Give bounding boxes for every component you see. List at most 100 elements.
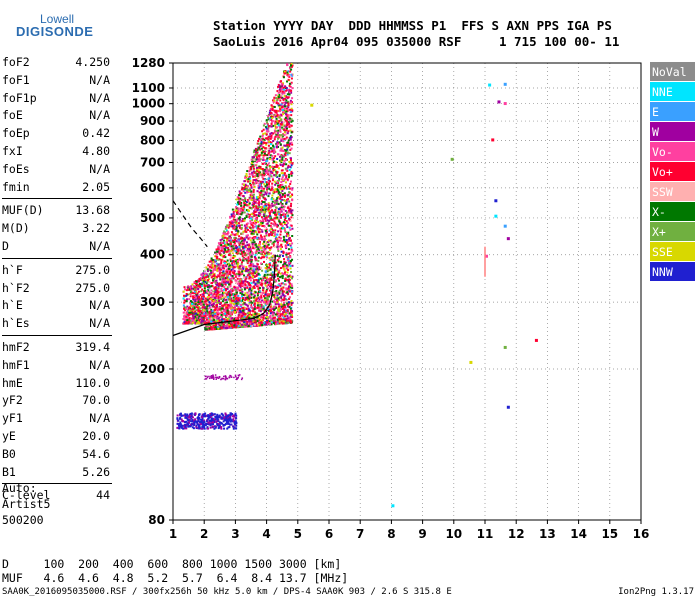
echo-point (208, 302, 211, 305)
echo-point (274, 183, 277, 186)
echo-point (279, 267, 282, 270)
echo-point (242, 183, 245, 186)
echo-point (242, 317, 245, 320)
param-key: B1 (2, 464, 16, 479)
echo-point (192, 298, 195, 301)
echo-point (234, 255, 237, 258)
echo-point (263, 172, 266, 175)
echo-point (288, 90, 291, 93)
echo-point (204, 306, 207, 309)
echo-point (282, 101, 285, 104)
echo-point (242, 293, 245, 296)
echo-point (283, 298, 286, 301)
echo-point (262, 128, 265, 131)
echo-point (211, 298, 214, 301)
echo-point (287, 262, 290, 265)
echo-point (275, 212, 278, 215)
echo-point (249, 184, 252, 187)
echo-point (205, 276, 208, 279)
echo-point (266, 302, 269, 305)
echo-point (265, 228, 268, 231)
echo-point (211, 304, 214, 307)
echo-point (193, 288, 196, 291)
echo-point (245, 316, 248, 319)
echo-point (289, 244, 292, 247)
echo-point (268, 149, 271, 152)
echo-point (280, 87, 283, 90)
echo-point (263, 225, 266, 228)
echo-point (223, 283, 226, 286)
echo-point (238, 321, 241, 324)
echo-point (291, 290, 294, 293)
echo-point (283, 271, 286, 274)
echo-point (284, 278, 287, 281)
echo-point (268, 158, 271, 161)
echo-point (240, 221, 243, 224)
echo-point (257, 297, 260, 300)
echo-point (226, 249, 229, 252)
echo-point (277, 299, 280, 302)
echo-point (211, 300, 214, 303)
echo-point (277, 303, 280, 306)
echo-point (273, 307, 276, 310)
echo-point (217, 267, 220, 270)
echo-point (237, 211, 240, 214)
echo-point (242, 310, 245, 313)
echo-point (185, 313, 188, 316)
echo-point (251, 237, 254, 240)
echo-point (258, 146, 261, 149)
echo-point (263, 197, 266, 200)
echo-point (213, 319, 216, 322)
echo-point (274, 261, 277, 264)
param-key: foE (2, 108, 23, 123)
echo-point (290, 118, 293, 121)
echo-point (221, 315, 224, 318)
echo-point (277, 271, 280, 274)
echo-point (285, 201, 288, 204)
param-value: N/A (89, 161, 110, 176)
echo-point (272, 243, 275, 246)
echo-point (262, 156, 265, 159)
echo-point (218, 246, 221, 249)
echo-point (282, 250, 285, 253)
echo-point (245, 308, 248, 311)
echo-point (224, 303, 227, 306)
echo-point (191, 321, 194, 324)
echo-point (257, 225, 260, 228)
param-value: 70.0 (82, 393, 110, 408)
echo-point (271, 218, 274, 221)
echo-point (289, 319, 292, 322)
echo-point (281, 85, 284, 88)
echo-point (279, 272, 282, 275)
echo-point (260, 194, 263, 197)
echo-point (289, 182, 292, 185)
echo-point (221, 274, 224, 277)
echo-point (280, 250, 283, 253)
x-tick-label: 5 (294, 527, 302, 541)
echo-point (281, 254, 284, 257)
echo-point (286, 143, 289, 146)
echo-point (287, 303, 290, 306)
echo-point (260, 301, 263, 304)
echo-point (257, 202, 260, 205)
echo-point (213, 292, 216, 295)
echo-point (223, 242, 226, 245)
echo-point (254, 320, 257, 323)
echo-point (227, 248, 230, 251)
echo-point (223, 244, 226, 247)
echo-point (243, 269, 246, 272)
echo-point (288, 91, 291, 94)
echo-point (271, 321, 274, 324)
echo-point (236, 316, 239, 319)
echo-point (208, 301, 211, 304)
echo-point (242, 187, 245, 190)
echo-point (260, 296, 263, 299)
echo-point (281, 136, 284, 139)
echo-point (285, 110, 288, 113)
echo-point (280, 113, 283, 116)
echo-point (235, 296, 238, 299)
echo-point (267, 147, 270, 150)
echo-point (242, 314, 245, 317)
echo-point (270, 136, 273, 139)
echo-point (200, 297, 203, 300)
